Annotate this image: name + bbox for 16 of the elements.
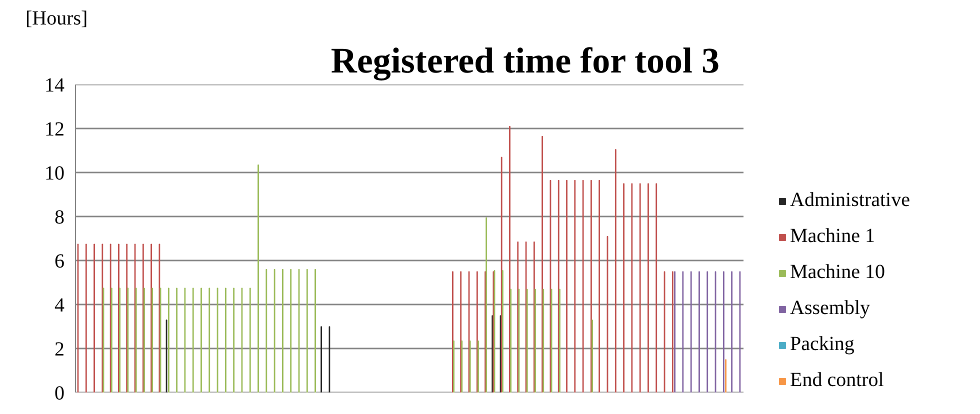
legend-label: Machine 1 — [790, 225, 875, 248]
legend-label: End control — [790, 369, 884, 392]
y-tick-label: 2 — [54, 338, 64, 360]
y-tick-label: 12 — [44, 118, 64, 140]
y-tick-label: 0 — [54, 382, 64, 404]
y-tick-label: 8 — [54, 206, 64, 228]
y-tick-label: 14 — [44, 74, 64, 96]
chart-title: Registered time for tool 3 — [330, 40, 720, 80]
y-axis-title: [Hours] — [26, 8, 88, 30]
y-tick-label: 10 — [44, 162, 64, 184]
legend-label: Administrative — [790, 189, 910, 212]
legend-label: Assembly — [790, 297, 870, 320]
legend-label: Packing — [790, 333, 854, 356]
y-tick-label: 6 — [54, 250, 64, 272]
legend-label: Machine 10 — [790, 261, 885, 284]
y-tick-label: 4 — [54, 294, 64, 316]
